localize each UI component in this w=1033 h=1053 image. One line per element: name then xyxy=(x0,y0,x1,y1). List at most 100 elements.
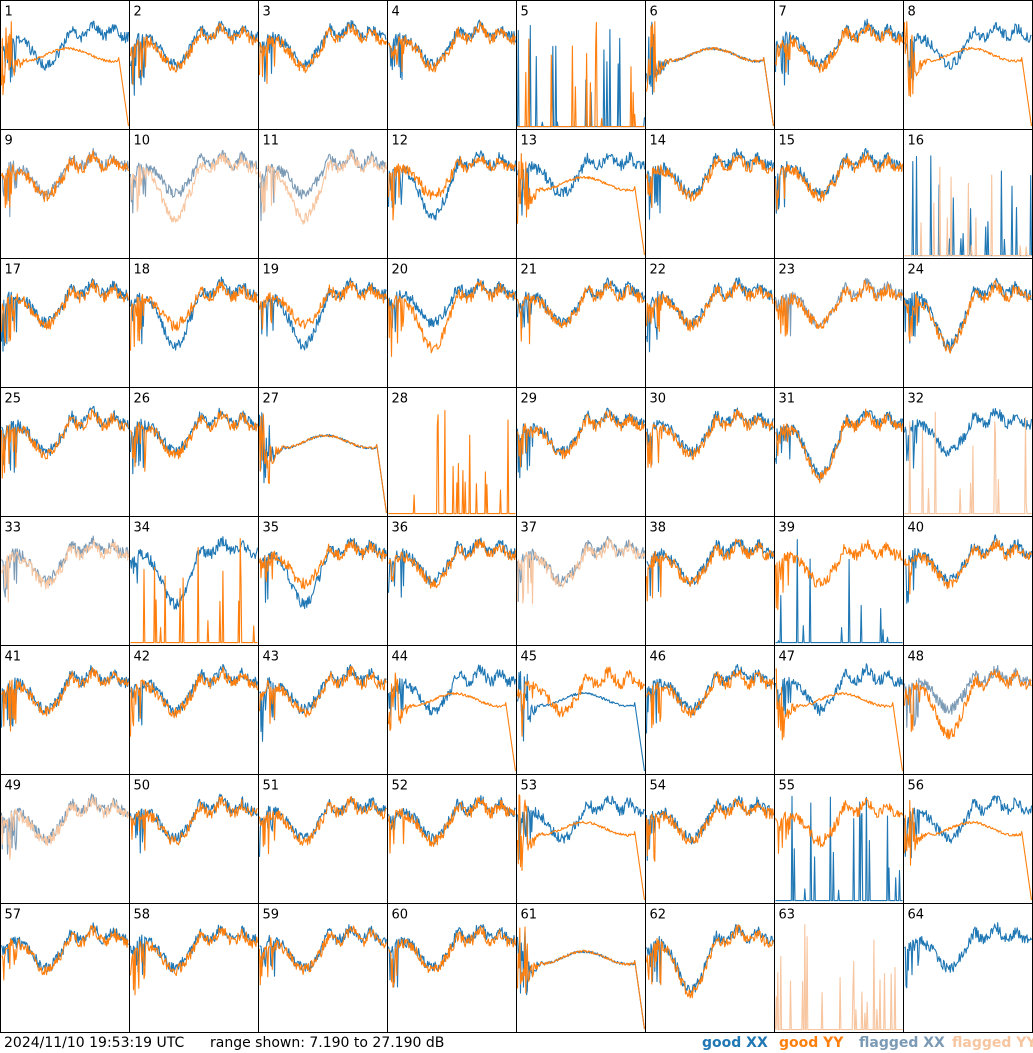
series-yy-good xyxy=(129,410,259,472)
panel-label: 22 xyxy=(650,263,667,278)
panel-7: 7 xyxy=(774,0,904,130)
panel-label: 64 xyxy=(908,908,925,923)
panel-label: 16 xyxy=(908,134,925,149)
panel-frame xyxy=(903,516,1033,646)
panel-label: 38 xyxy=(650,521,667,536)
series-yy-good xyxy=(516,280,645,345)
panel-frame xyxy=(0,387,130,517)
panel-frame xyxy=(387,129,517,259)
series-yy-flagged xyxy=(904,411,1032,515)
panel-frame xyxy=(903,903,1033,1033)
series-yy-good xyxy=(387,672,517,772)
panel-54: 54 xyxy=(645,774,775,904)
panel-frame xyxy=(774,903,904,1033)
panel-label: 27 xyxy=(263,392,280,407)
panel-57: 57 xyxy=(0,903,130,1033)
panel-45: 45 xyxy=(516,645,646,775)
series-xx-good xyxy=(775,795,903,902)
panel-56: 56 xyxy=(903,774,1033,904)
panel-label: 60 xyxy=(392,908,409,923)
panel-label: 39 xyxy=(779,521,796,536)
series-yy-good xyxy=(258,23,388,85)
panel-frame xyxy=(0,516,130,646)
panel-label: 42 xyxy=(134,650,151,665)
panel-39: 39 xyxy=(774,516,904,646)
panel-58: 58 xyxy=(129,903,259,1033)
panel-frame xyxy=(645,516,775,646)
panel-frame xyxy=(387,516,517,646)
series-yy-good xyxy=(0,21,130,127)
series-yy-good xyxy=(129,666,259,737)
panel-label: 8 xyxy=(908,5,916,20)
panel-62: 62 xyxy=(645,903,775,1033)
panel-frame xyxy=(0,645,130,775)
range-text: range shown: 7.190 to 27.190 dB xyxy=(210,1035,445,1051)
panel-32: 32 xyxy=(903,387,1033,517)
panel-label: 33 xyxy=(5,521,22,536)
panel-label: 58 xyxy=(134,908,151,923)
panel-frame xyxy=(258,903,388,1033)
legend-good-yy: good YY xyxy=(779,1035,844,1051)
series-yy-good xyxy=(517,21,645,128)
series-yy-good xyxy=(388,538,517,589)
series-yy-flagged xyxy=(129,153,259,223)
panel-label: 49 xyxy=(5,779,22,794)
series-yy-good xyxy=(258,925,388,986)
panel-frame xyxy=(516,258,646,388)
panel-frame xyxy=(774,129,904,259)
panel-label: 30 xyxy=(650,392,667,407)
panel-50: 50 xyxy=(129,774,259,904)
panel-27: 27 xyxy=(258,387,388,517)
series-xx-good xyxy=(903,407,1033,469)
panel-18: 18 xyxy=(129,258,259,388)
series-xx-good xyxy=(129,20,259,96)
panel-label: 15 xyxy=(779,134,796,149)
panel-frame xyxy=(774,258,904,388)
series-yy-good xyxy=(774,539,904,611)
series-xx-good xyxy=(903,21,1032,88)
series-yy-good xyxy=(516,794,646,901)
panel-label: 54 xyxy=(650,779,667,794)
panel-64: 64 xyxy=(903,903,1033,1033)
series-yy-flagged xyxy=(904,166,1032,257)
panel-5: 5 xyxy=(516,0,646,130)
panel-label: 4 xyxy=(392,5,400,20)
panel-frame xyxy=(516,0,646,130)
series-xx-good xyxy=(387,150,517,221)
series-yy-flagged xyxy=(516,537,646,605)
panel-label: 9 xyxy=(5,134,13,149)
panel-frame xyxy=(774,387,904,517)
panel-label: 7 xyxy=(779,5,787,20)
panel-label: 31 xyxy=(779,392,796,407)
series-xx-flagged xyxy=(129,149,258,214)
panel-label: 45 xyxy=(521,650,538,665)
panel-51: 51 xyxy=(258,774,388,904)
panel-6: 6 xyxy=(645,0,775,130)
panel-label: 18 xyxy=(134,263,151,278)
panel-label: 40 xyxy=(908,521,925,536)
panel-frame xyxy=(645,129,775,259)
series-yy-good xyxy=(775,408,904,484)
panel-label: 19 xyxy=(263,263,280,278)
panel-label: 43 xyxy=(263,650,280,665)
panel-frame xyxy=(516,774,646,904)
series-yy-good xyxy=(516,926,646,1030)
series-xx-good xyxy=(903,795,1033,859)
panel-label: 32 xyxy=(908,392,925,407)
panel-label: 63 xyxy=(779,908,796,923)
series-yy-good xyxy=(903,279,1032,354)
panel-16: 16 xyxy=(903,129,1033,259)
panel-label: 55 xyxy=(779,779,796,794)
series-yy-good xyxy=(1,924,129,981)
panel-2: 2 xyxy=(129,0,259,130)
panel-label: 10 xyxy=(134,134,151,149)
series-yy-good xyxy=(774,22,904,73)
series-xx-good xyxy=(129,536,259,610)
panel-49: 49 xyxy=(0,774,130,904)
panel-label: 14 xyxy=(650,134,667,149)
panel-frame xyxy=(645,258,775,388)
panel-53: 53 xyxy=(516,774,646,904)
series-xx-good xyxy=(129,924,258,976)
series-xx-good xyxy=(516,795,645,860)
